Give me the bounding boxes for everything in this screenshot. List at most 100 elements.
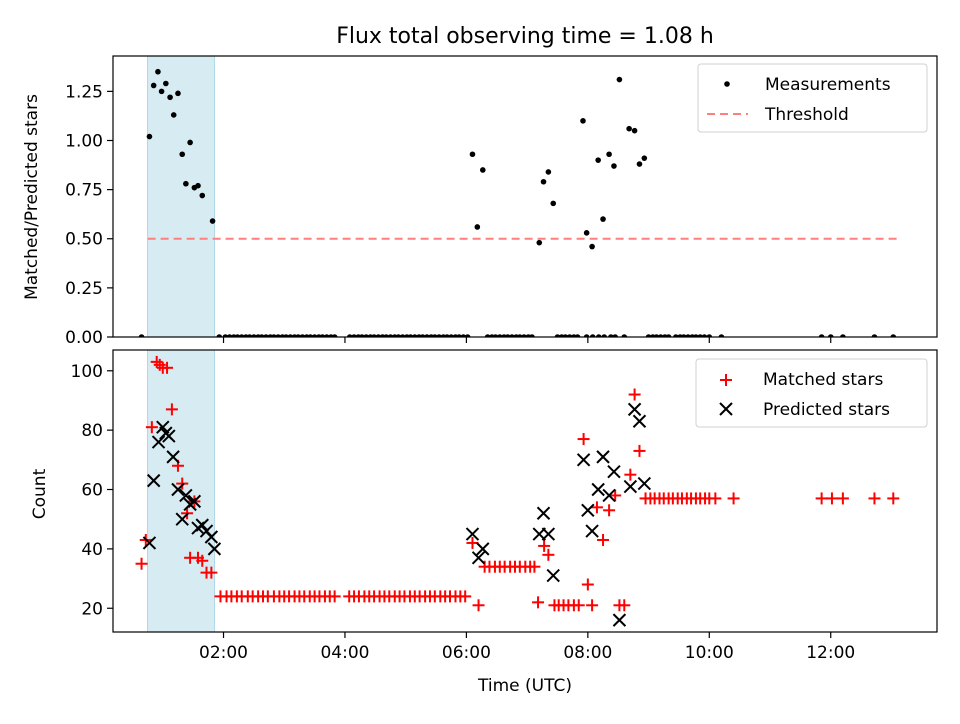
measurement-point [718, 334, 725, 337]
predicted-star-point [602, 488, 616, 503]
matched-star-point [542, 548, 555, 561]
predicted-star-point [632, 414, 647, 428]
measurement-point [685, 334, 691, 337]
matched-star-point [161, 361, 174, 374]
measurement-point [680, 334, 687, 337]
predicted-star-point [465, 527, 480, 541]
x-tick-label: 08:00 [563, 643, 612, 663]
measurement-point [550, 200, 557, 207]
measurement-point [540, 178, 547, 185]
matched-star-point [472, 599, 485, 612]
predicted-star-point [546, 568, 560, 583]
predicted-star-point [187, 494, 202, 509]
measurement-point [383, 334, 390, 337]
measurement-point [271, 334, 277, 337]
predicted-star-point [596, 450, 610, 464]
y-tick-label: 1.25 [65, 82, 103, 102]
measurement-point [589, 243, 595, 250]
predicted-star-point [195, 518, 209, 532]
matched-star-point [868, 492, 881, 505]
measurement-point [375, 334, 382, 337]
measurement-point [554, 334, 561, 337]
predicted-star-point [207, 542, 222, 556]
y-tick-label: 20 [81, 599, 103, 619]
matched-star-point [538, 539, 551, 552]
measurement-point [158, 88, 165, 95]
matched-star-point [586, 599, 599, 612]
measurement-point [706, 334, 713, 337]
predicted-star-point [581, 503, 595, 518]
matched-star-point [328, 590, 341, 603]
measurement-point [871, 334, 878, 337]
measurement-point [636, 161, 643, 167]
measurement-point [583, 334, 590, 337]
measurement-point [580, 118, 586, 124]
measurement-point [697, 334, 703, 337]
matched-star-point [825, 492, 838, 505]
measurement-point [175, 90, 181, 97]
matched-star-point [532, 596, 545, 609]
matched-star-point [581, 578, 594, 591]
measurement-point [234, 334, 241, 337]
matched-star-point [633, 444, 646, 457]
top-x-ticks [222, 337, 832, 343]
matched-star-point [618, 599, 631, 612]
legend-matched-stars: Matched stars [763, 370, 883, 390]
measurement-point [595, 334, 602, 337]
measurement-point [653, 334, 660, 337]
matched-star-point [815, 492, 828, 505]
y-tick-label: 100 [71, 362, 103, 382]
bottom-axes-frame [112, 349, 938, 633]
measurement-point [323, 334, 330, 337]
measurement-point [199, 192, 206, 199]
predicted-star-point [151, 435, 166, 449]
measurement-point [601, 334, 608, 337]
predicted-legend-marker [719, 402, 733, 416]
predicted-star-point [146, 473, 161, 488]
measurement-point [263, 334, 269, 337]
predicted-star-point [623, 479, 638, 494]
legend-measurements: Measurements [765, 75, 891, 95]
measurement-point [616, 76, 623, 83]
predicted-star-point [637, 476, 652, 491]
measurement-point [693, 334, 699, 337]
matched-star-point [727, 492, 740, 505]
measurement-point [216, 334, 223, 337]
matched-star-point [135, 557, 148, 570]
measurement-point [460, 334, 467, 337]
x-tick-label: 02:00 [199, 643, 248, 663]
matched-star-point [572, 599, 585, 612]
x-tick-label: 04:00 [320, 643, 369, 663]
measurement-point [331, 334, 338, 337]
measurement-point [387, 334, 394, 337]
measurement-point [195, 182, 201, 189]
measurement-point [246, 334, 253, 337]
matched-star-point [887, 492, 900, 505]
measurement-point [138, 334, 145, 337]
bottom-x-ticks: 02:00 04:00 06:00 08:00 10:00 12:00 [199, 632, 855, 663]
bottom-legend-box [695, 358, 928, 428]
matched-legend-marker [720, 374, 732, 386]
measurement-point [419, 334, 426, 337]
measurement-point [311, 334, 318, 337]
y-tick-label: 40 [81, 540, 103, 560]
matched-star-point [597, 533, 610, 546]
measurement-point [464, 334, 471, 337]
measurement-point [347, 334, 353, 337]
measurement-point [606, 151, 612, 158]
measurement-point [319, 334, 326, 337]
predicted-star-point [142, 536, 157, 550]
measurement-point [474, 224, 481, 230]
matched-star-point [459, 590, 472, 603]
y-tick-label: 0.75 [65, 181, 103, 201]
legend-predicted-stars: Predicted stars [763, 400, 890, 420]
matched-star-point [624, 468, 637, 481]
measurement-point [222, 334, 229, 337]
measurement-point [226, 334, 233, 337]
measurement-point [665, 334, 672, 337]
measurement-point [183, 180, 189, 187]
measurement-point [167, 94, 173, 101]
x-tick-label: 06:00 [442, 643, 491, 663]
matched-star-point [176, 477, 189, 490]
measurement-point [827, 334, 834, 337]
